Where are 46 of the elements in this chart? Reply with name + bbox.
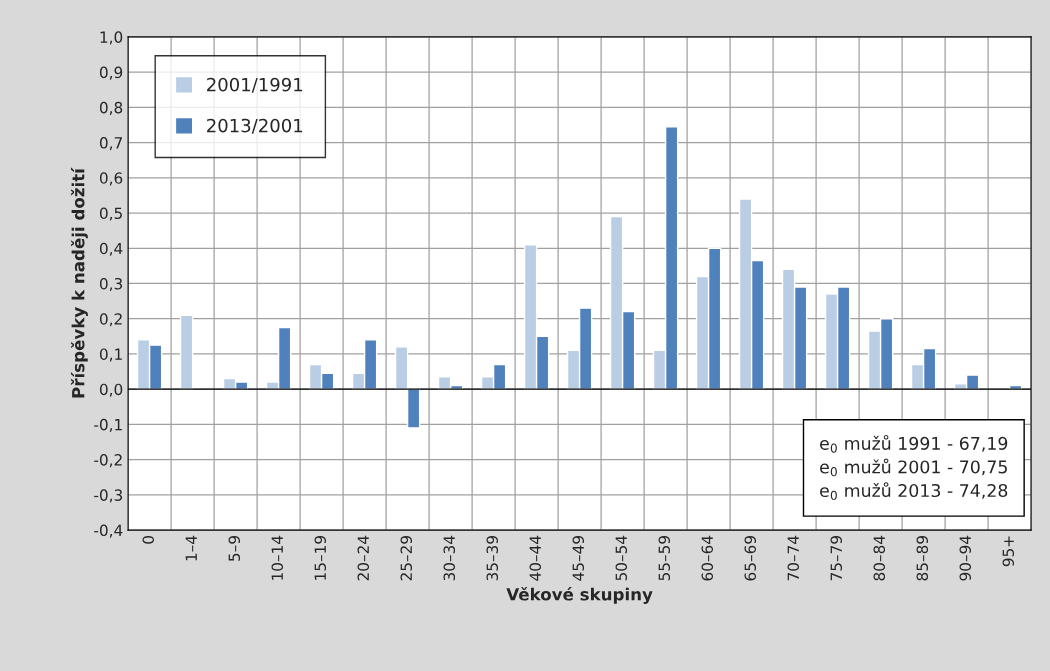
y-tick-label: 0,0	[99, 383, 123, 397]
annotation: e$_{0}$ mužů 2013 - 74,28	[820, 482, 1008, 500]
x-tick-label: 55–59	[658, 536, 671, 581]
y-tick-label: 0,7	[99, 137, 122, 151]
x-tick-label: 30–34	[443, 535, 456, 581]
y-tick-label: 0,1	[99, 348, 122, 362]
y-axis-title: Příspěvky k naději dožití	[70, 167, 88, 398]
y-tick-label: 0,9	[99, 66, 123, 80]
x-tick-label: 25–29	[400, 536, 413, 581]
x-tick-label: 50–54	[615, 535, 628, 581]
x-tick-label: 35–39	[486, 536, 499, 581]
x-tick-label: 65–69	[744, 536, 757, 581]
x-tick-label: 90–94	[959, 535, 972, 581]
y-tick-label: 1,0	[100, 31, 123, 45]
x-tick-label: 0	[142, 535, 155, 544]
x-tick-label: 85–89	[916, 536, 929, 581]
y-tick-label: 0,8	[99, 101, 123, 115]
y-tick-label: -0,1	[94, 418, 122, 432]
legend-label: 2001/1991	[207, 77, 303, 93]
x-tick-label: 1–4	[185, 535, 197, 561]
legend-label: 2013/2001	[207, 118, 303, 134]
x-axis-title: Věkové skupiny	[506, 587, 653, 604]
bar	[394, 346, 409, 390]
x-tick-label: 15–19	[314, 536, 327, 580]
x-tick-label: 40–44	[529, 535, 542, 581]
y-tick-label: 0,5	[99, 207, 122, 221]
x-tick-label: 45–49	[572, 536, 585, 581]
y-tick-label: -0,3	[94, 489, 123, 503]
annotation: e$_{0}$ mužů 1991 - 67,19	[820, 434, 1008, 453]
bar	[406, 388, 421, 429]
annotation: e$_{0}$ mužů 2001 - 70,75	[820, 458, 1007, 477]
x-tick-label: 60–64	[701, 535, 714, 581]
x-tick-label: 70–74	[787, 535, 800, 581]
x-tick-label: 20–24	[357, 535, 370, 581]
bar	[179, 314, 194, 390]
y-tick-label: 0,6	[99, 172, 123, 186]
x-tick-label: 5–9	[228, 536, 241, 561]
x-tick-label: 10–14	[271, 535, 284, 580]
y-tick-label: 0,2	[99, 313, 122, 327]
y-tick-label: 0,3	[99, 277, 123, 292]
x-tick-label: 95+	[1002, 536, 1015, 567]
y-tick-label: -0,4	[94, 524, 123, 538]
x-tick-label: 80–84	[873, 535, 886, 581]
x-tick-label: 75–79	[830, 536, 843, 581]
y-tick-label: -0,2	[94, 454, 122, 468]
y-tick-label: 0,4	[99, 242, 123, 256]
